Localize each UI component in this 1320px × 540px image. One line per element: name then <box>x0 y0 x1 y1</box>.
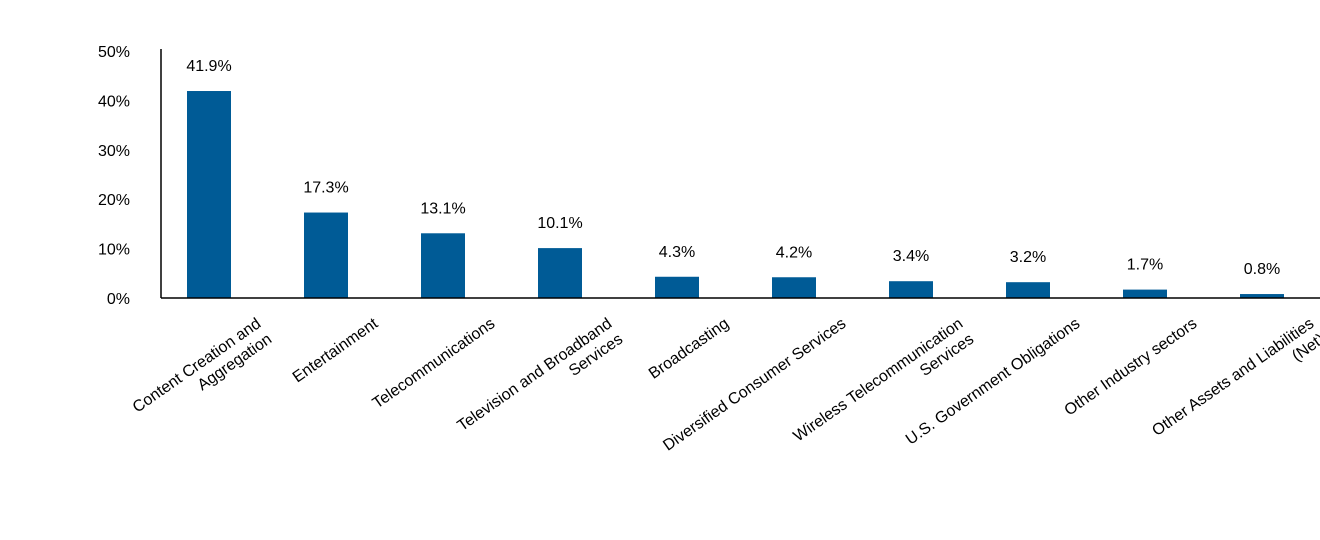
category-label: Telecommunications <box>370 315 498 412</box>
y-tick-label: 40% <box>98 93 130 110</box>
category-label-line: Broadcasting <box>646 315 732 382</box>
category-label-line: Telecommunications <box>370 315 498 412</box>
data-labels: 41.9% 17.3% 13.1% 10.1% 4.3% 4.2% 3.4% 3.2% 1.7%… <box>186 58 1280 278</box>
bar <box>304 212 348 298</box>
data-label: 17.3% <box>303 180 348 197</box>
category-label: Diversified Consumer Services <box>660 315 849 454</box>
data-label: 0.8% <box>1244 261 1280 278</box>
category-label-line: Diversified Consumer Services <box>660 315 849 454</box>
data-label: 41.9% <box>186 58 231 75</box>
bar <box>538 248 582 298</box>
data-label: 4.3% <box>659 244 695 261</box>
bar <box>889 281 933 298</box>
data-label: 1.7% <box>1127 257 1163 274</box>
data-label: 4.2% <box>776 244 812 261</box>
y-tick-label: 0% <box>107 291 130 308</box>
y-tick-label: 20% <box>98 192 130 209</box>
y-tick-label: 10% <box>98 242 130 259</box>
category-label: Broadcasting <box>646 315 732 382</box>
bar <box>187 91 231 298</box>
data-label: 3.2% <box>1010 249 1046 266</box>
y-tick-label: 30% <box>98 143 130 160</box>
data-label: 3.4% <box>893 248 929 265</box>
data-label: 10.1% <box>537 215 582 232</box>
category-label: Entertainment <box>290 315 382 386</box>
bar <box>1006 282 1050 298</box>
bar-series <box>187 91 1284 298</box>
y-tick-label: 50% <box>98 44 130 61</box>
bar <box>1240 294 1284 298</box>
bar <box>772 277 816 298</box>
data-label: 13.1% <box>420 200 465 217</box>
bar <box>655 276 699 298</box>
bar <box>421 233 465 298</box>
category-label-line: Entertainment <box>290 315 382 386</box>
bar <box>1123 289 1167 298</box>
y-axis-ticks: 0% 10% 20% 30% 40% 50% <box>98 44 130 308</box>
